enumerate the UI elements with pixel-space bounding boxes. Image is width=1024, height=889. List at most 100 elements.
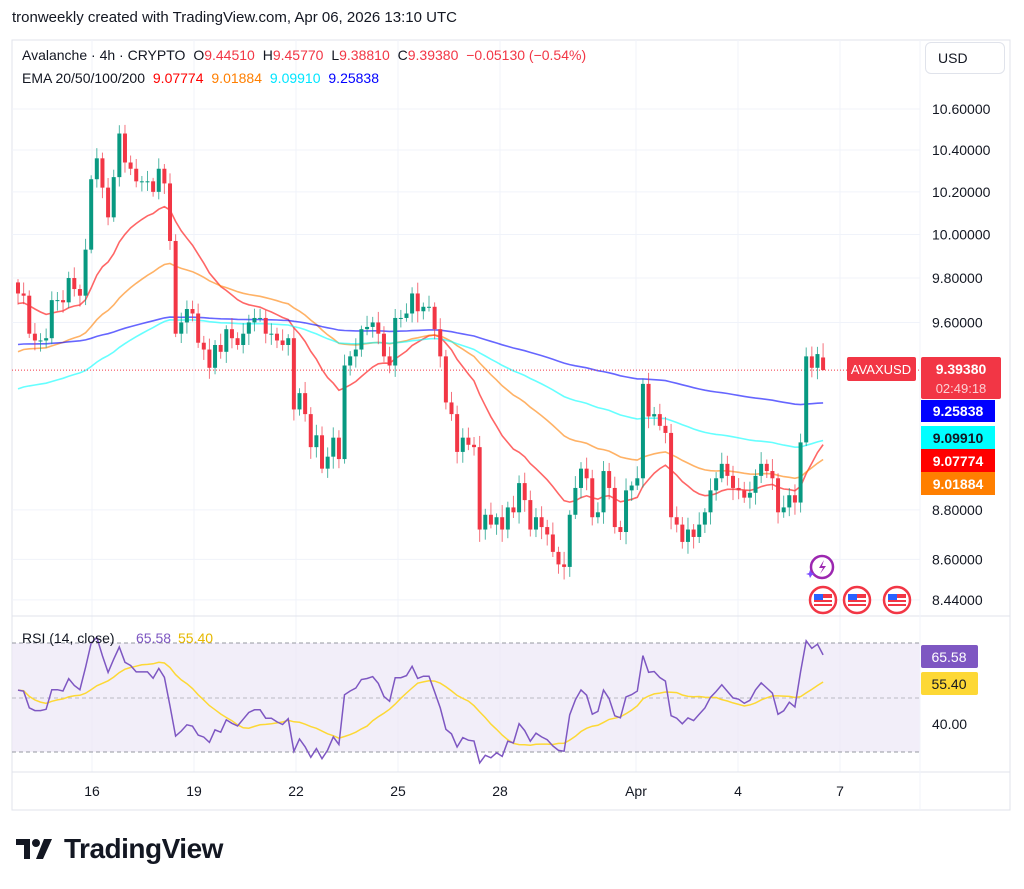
- price-axis[interactable]: 10.60000 10.40000 10.20000 10.00000 9.80000 9…: [932, 101, 991, 608]
- candle-down: [449, 402, 454, 415]
- ema100-line: [17, 318, 824, 449]
- candle-down: [522, 483, 527, 501]
- candle-up: [421, 306, 426, 312]
- candle-up: [460, 437, 465, 452]
- time-tick-label: 16: [84, 783, 100, 799]
- candle-up: [89, 179, 94, 250]
- candle-down: [691, 529, 696, 537]
- ema20-value: 9.07774: [152, 70, 204, 86]
- symbol-legend[interactable]: Avalanche · 4h · CRYPTO O9.44510 H9.4577…: [22, 47, 590, 63]
- candle-up: [258, 317, 263, 319]
- candle-down: [731, 475, 736, 488]
- us-flag-icon[interactable]: [808, 585, 838, 615]
- ema200-value: 9.25838: [328, 70, 379, 86]
- candle-down: [584, 468, 589, 479]
- candle-down: [545, 527, 550, 535]
- candle-down: [432, 306, 437, 330]
- candle-down: [218, 344, 223, 352]
- candle-up: [353, 349, 358, 357]
- price-tick-label: 8.80000: [932, 502, 983, 518]
- price-tick-label: 8.44000: [932, 592, 983, 608]
- price-tick-label: 10.40000: [932, 142, 991, 158]
- candle-down: [207, 349, 212, 368]
- candle-up: [652, 414, 657, 417]
- tradingview-logo[interactable]: TradingView: [16, 833, 223, 865]
- price-tick-label: 10.60000: [932, 101, 991, 117]
- currency-button[interactable]: USD: [925, 42, 1005, 74]
- candle-up: [624, 490, 629, 533]
- candle-up: [224, 329, 229, 352]
- close-value: 9.39380: [407, 47, 459, 63]
- price-tick-label: 10.00000: [932, 227, 991, 243]
- candle-down: [488, 514, 493, 525]
- candle-up: [44, 338, 49, 341]
- candle-down: [736, 487, 741, 491]
- candle-down: [809, 356, 814, 368]
- candle-down: [308, 414, 313, 448]
- candle-down: [500, 517, 505, 530]
- ema-legend[interactable]: EMA 20/50/100/200 9.07774 9.01884 9.0991…: [22, 70, 383, 86]
- last-price-tag-bg: [921, 357, 1001, 399]
- candle-down: [190, 309, 195, 314]
- tradingview-logo-icon: [16, 839, 52, 859]
- candle-up: [781, 507, 786, 513]
- ema-lines: [17, 205, 824, 503]
- candle-up: [246, 322, 251, 334]
- time-axis[interactable]: 16 19 22 25 28 Apr 4 7: [84, 783, 844, 799]
- symbol-name: Avalanche · 4h · CRYPTO: [22, 47, 186, 63]
- candle-down: [646, 383, 651, 417]
- candle-down: [168, 183, 173, 241]
- candle-up: [94, 158, 99, 180]
- candle-up: [241, 333, 246, 345]
- candle-down: [336, 437, 341, 460]
- candle-up: [567, 514, 572, 567]
- low-value: 9.38810: [339, 47, 390, 63]
- candle-up: [635, 478, 640, 486]
- candle-down: [657, 414, 662, 426]
- candle-up: [398, 317, 403, 319]
- candle-up: [359, 329, 364, 350]
- symbol-tag-bg: [847, 357, 916, 381]
- candle-down: [320, 435, 325, 469]
- candle-up: [156, 168, 161, 192]
- open-label: O: [193, 47, 205, 63]
- candle-up: [804, 356, 809, 443]
- candle-down: [528, 500, 533, 530]
- candle-down: [106, 187, 111, 218]
- candle-up: [252, 317, 257, 323]
- candle-up: [573, 487, 578, 515]
- time-tick-label: Apr: [625, 783, 647, 799]
- candle-up: [685, 529, 690, 542]
- candle-up: [179, 322, 184, 334]
- candle-up: [787, 495, 792, 508]
- chart-frame: [11, 39, 1011, 811]
- ema100-value: 9.09910: [269, 70, 321, 86]
- time-tick-label: 22: [288, 783, 304, 799]
- candle-down: [742, 490, 747, 498]
- candle-up: [370, 322, 375, 327]
- candle-down: [776, 478, 781, 513]
- candle-up: [517, 483, 522, 513]
- candle-down: [32, 333, 37, 341]
- candle-down: [455, 414, 460, 452]
- ema50-tag-bg: [921, 472, 995, 495]
- us-flag-icon[interactable]: [882, 585, 912, 615]
- candle-up: [798, 442, 803, 503]
- candle-up: [297, 393, 302, 410]
- candle-down: [122, 133, 127, 163]
- candle-down: [607, 471, 612, 488]
- rsi-legend-value: 65.58: [136, 630, 171, 646]
- candle-down: [472, 444, 477, 448]
- rsi-ma-tag: 55.40: [931, 676, 966, 692]
- rsi-label[interactable]: RSI (14, close): [22, 630, 115, 646]
- candle-down: [663, 425, 668, 433]
- candle-up: [348, 356, 353, 366]
- us-flag-icon[interactable]: [842, 585, 872, 615]
- lightning-event-icon[interactable]: [806, 554, 835, 580]
- candle-down: [128, 162, 133, 169]
- candle-down: [173, 240, 178, 334]
- rsi-ma-line: [17, 661, 824, 746]
- candle-up: [342, 365, 347, 460]
- last-price-tag: 9.39380: [936, 361, 987, 377]
